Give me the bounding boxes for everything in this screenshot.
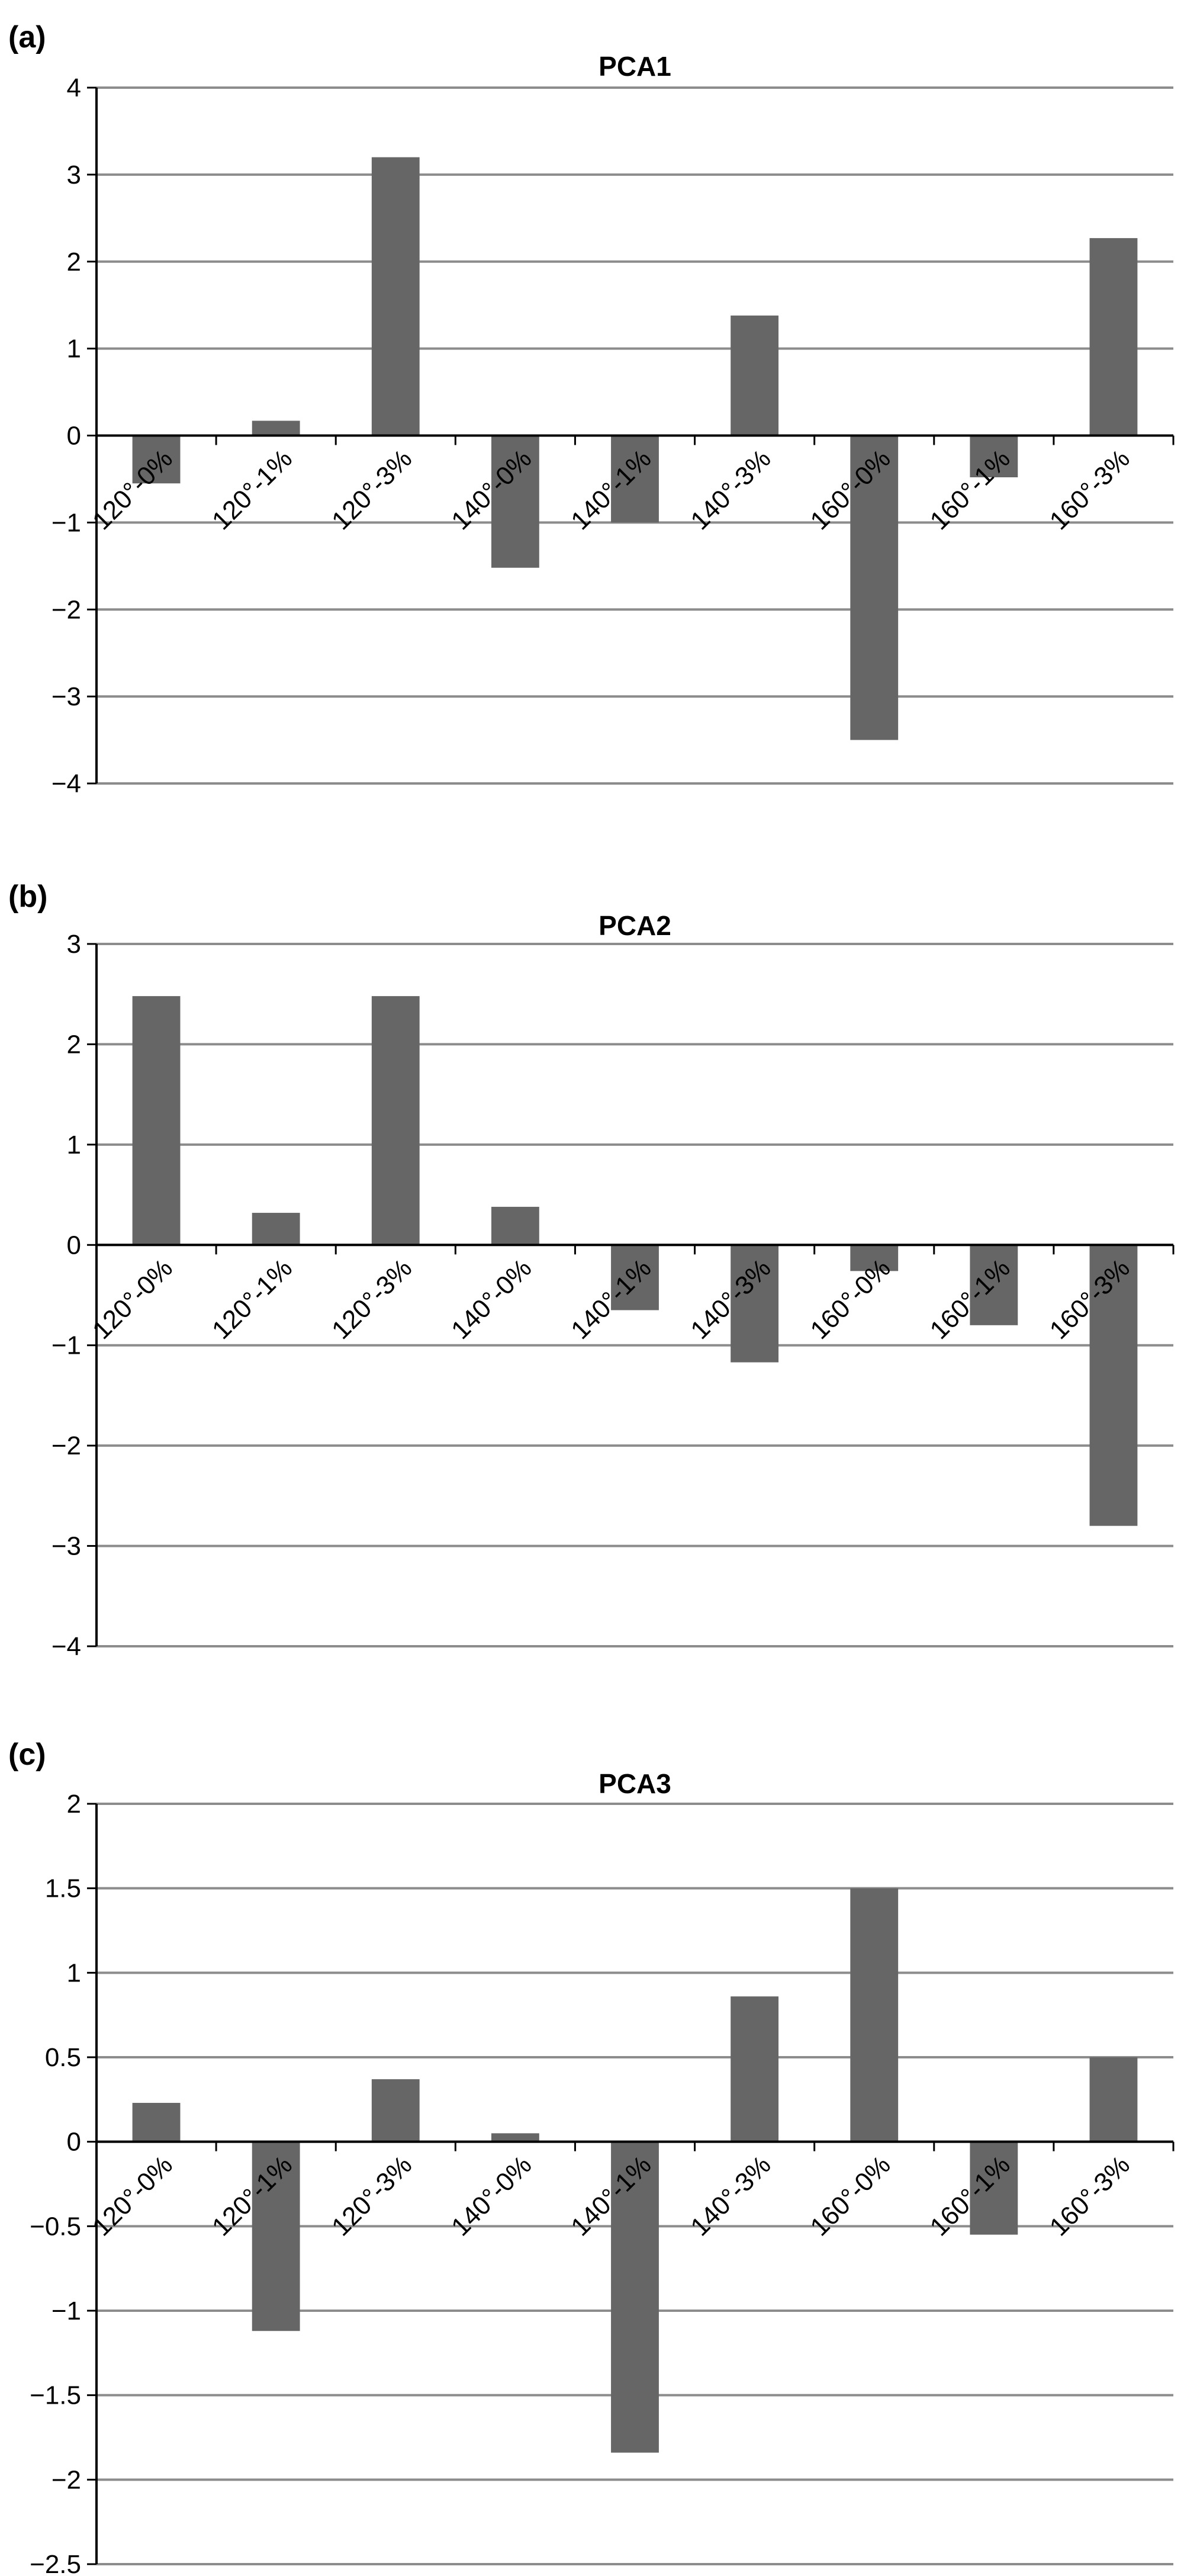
x-tick-label: 120°-3% bbox=[326, 2150, 417, 2241]
bar bbox=[491, 2133, 539, 2142]
x-tick-label: 140°-3% bbox=[685, 2150, 776, 2241]
panel-letter: (b) bbox=[8, 879, 47, 914]
bar bbox=[850, 435, 899, 740]
y-tick-label: 0 bbox=[67, 2128, 81, 2157]
bar bbox=[1089, 238, 1138, 436]
y-tick-label: −1 bbox=[52, 1331, 81, 1360]
bar bbox=[970, 2141, 1018, 2235]
bar bbox=[132, 996, 181, 1245]
bar bbox=[132, 435, 181, 484]
x-tick-label: 120°-3% bbox=[326, 1254, 417, 1345]
y-tick-label: −1.5 bbox=[30, 2381, 81, 2410]
chart-title: PCA3 bbox=[599, 1768, 671, 1799]
y-tick-label: 0.5 bbox=[45, 2043, 81, 2072]
y-tick-label: −3 bbox=[52, 1532, 81, 1561]
bar bbox=[611, 2141, 659, 2453]
bar bbox=[611, 435, 659, 523]
bar bbox=[132, 2103, 181, 2142]
y-tick-label: −2 bbox=[52, 1431, 81, 1460]
chart-title: PCA2 bbox=[599, 910, 671, 941]
panel-letter: (c) bbox=[8, 1737, 46, 1772]
y-tick-label: −1 bbox=[52, 508, 81, 537]
bar bbox=[371, 996, 420, 1245]
y-tick-label: 4 bbox=[67, 73, 81, 102]
bar bbox=[850, 1245, 899, 1271]
y-tick-label: 2 bbox=[67, 1790, 81, 1819]
y-tick-label: 1 bbox=[67, 1130, 81, 1159]
bar bbox=[731, 1245, 779, 1363]
y-tick-label: 3 bbox=[67, 930, 81, 959]
bar bbox=[371, 157, 420, 436]
y-tick-label: −4 bbox=[52, 1632, 81, 1661]
bar bbox=[1089, 2057, 1138, 2142]
x-tick-label: 120°-1% bbox=[207, 1254, 298, 1345]
bar bbox=[252, 2141, 300, 2331]
bar bbox=[491, 435, 539, 568]
bar bbox=[970, 435, 1018, 477]
bar bbox=[731, 315, 779, 436]
y-tick-label: 1 bbox=[67, 1958, 81, 1987]
panel-letter: (a) bbox=[8, 20, 46, 54]
chart-panel-c: (c) PCA3 2 1.5 1 0.5 0 −0.5 −1 −1.5 −2 −2.5 120°-0% 1… bbox=[8, 1737, 1175, 2576]
bar bbox=[252, 1213, 300, 1245]
y-tick-label: −2 bbox=[52, 595, 81, 624]
bar bbox=[850, 1888, 899, 2142]
chart-panel-b: (b) PCA2 3 2 1 0 −1 −2 −3 −4 120°-0% 120°-1% 120°-3%… bbox=[8, 879, 1175, 1661]
y-tick-label: 0 bbox=[67, 422, 81, 451]
y-tick-label: 2 bbox=[67, 248, 81, 277]
chart-title: PCA1 bbox=[599, 51, 671, 82]
bar bbox=[252, 420, 300, 436]
y-tick-label: −1 bbox=[52, 2296, 81, 2326]
y-tick-label: 1 bbox=[67, 335, 81, 364]
bar bbox=[970, 1245, 1018, 1325]
y-tick-label: 2 bbox=[67, 1030, 81, 1059]
y-tick-label: −2 bbox=[52, 2465, 81, 2494]
y-tick-label: −2.5 bbox=[30, 2550, 81, 2576]
x-tick-label: 140°-0% bbox=[446, 1254, 537, 1345]
bar bbox=[731, 1996, 779, 2142]
x-tick-label: 160°-0% bbox=[805, 2150, 896, 2241]
x-tick-label: 160°-3% bbox=[1044, 2150, 1135, 2241]
y-tick-label: −0.5 bbox=[30, 2212, 81, 2241]
bar bbox=[1089, 1245, 1138, 1526]
bar bbox=[611, 1245, 659, 1311]
y-tick-label: 0 bbox=[67, 1231, 81, 1260]
bar bbox=[371, 2079, 420, 2142]
x-tick-label: 140°-0% bbox=[446, 2150, 537, 2241]
x-tick-label: 120°-0% bbox=[87, 1254, 178, 1345]
y-tick-label: −3 bbox=[52, 682, 81, 711]
x-tick-label: 120°-0% bbox=[87, 2150, 178, 2241]
y-tick-label: 1.5 bbox=[45, 1874, 81, 1903]
y-tick-label: 3 bbox=[67, 160, 81, 189]
bar bbox=[491, 1206, 539, 1245]
y-tick-label: −4 bbox=[52, 769, 81, 798]
